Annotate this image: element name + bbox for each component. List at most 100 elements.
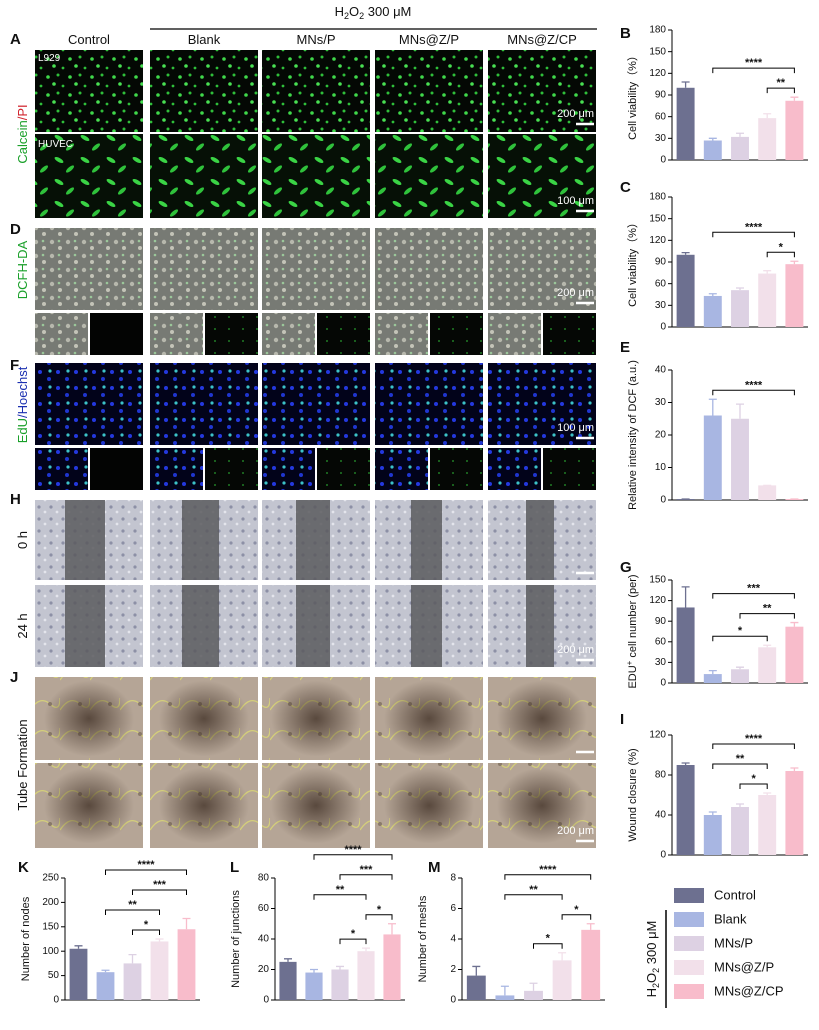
error-bar (362, 947, 370, 952)
bar (177, 929, 196, 1000)
y-tick-label: 2 (450, 964, 456, 975)
image-tile (375, 313, 428, 355)
significance-label: * (351, 928, 356, 940)
label-part: 2 (651, 983, 661, 988)
panel-letter: E (620, 339, 630, 356)
bar (758, 647, 777, 683)
image-tile (430, 448, 483, 490)
error-bar (155, 938, 164, 942)
error-bar (763, 644, 772, 648)
image-tile (150, 363, 258, 445)
image-tile (262, 313, 315, 355)
image-tile (35, 448, 88, 490)
column-header: MNs@Z/P (399, 32, 459, 47)
panel-letter: J (10, 669, 18, 686)
image-tile (317, 313, 370, 355)
significance-label: * (738, 625, 743, 637)
tube-shadow (497, 680, 587, 757)
legend-swatch (674, 984, 704, 999)
panel-letter: L (230, 859, 239, 876)
y-axis-label: Relative intensity of DCF (a.u.) (627, 360, 639, 510)
wound-gap (182, 585, 219, 667)
y-tick-label: 40 (655, 810, 667, 821)
bar (279, 961, 297, 1000)
significance-bracket (712, 389, 795, 396)
significance-label: * (546, 933, 551, 945)
bar-chart: E Relative intensity of DCF (a.u.) 0 10 20 30… (620, 339, 808, 510)
y-tick-label: 90 (655, 90, 667, 101)
wound-gap (411, 585, 442, 667)
image-tile (35, 50, 143, 132)
legend: H2O2 300 μM ControlBlankMNs/PMNs@Z/PMNs@… (644, 887, 784, 1008)
bar (305, 972, 323, 1000)
label-part: H (644, 988, 659, 997)
significance-bracket (339, 874, 393, 880)
tube-shadow (271, 680, 361, 757)
significance-label: **** (745, 57, 763, 69)
header-part: O (349, 4, 359, 19)
error-bar (708, 137, 717, 141)
legend-label: MNs/P (714, 935, 753, 950)
significance-label: ** (763, 603, 772, 615)
significance-label: ** (529, 884, 538, 896)
bar (758, 485, 777, 500)
panel-letter: A (10, 31, 21, 48)
image-tile (205, 448, 258, 490)
error-bar (681, 81, 690, 88)
y-axis-label: Number of junctions (230, 890, 242, 988)
significance-label: **** (745, 221, 763, 233)
bar (758, 118, 777, 160)
bar (676, 87, 695, 160)
error-bar (736, 403, 744, 419)
column-header: MNs@Z/CP (507, 32, 577, 47)
error-bar (558, 952, 567, 961)
significance-bracket (712, 763, 768, 769)
image-tile (262, 50, 370, 132)
y-axis-label: Cell viability（%） (626, 50, 639, 140)
bar (150, 941, 169, 1000)
image-tile (90, 448, 143, 490)
error-bar (736, 803, 744, 807)
bar (731, 669, 749, 683)
header-part: 300 μM (364, 4, 411, 19)
bar (758, 795, 777, 855)
y-tick-label: 100 (42, 946, 59, 957)
y-tick-label: 0 (660, 155, 666, 166)
y-tick-label: 0 (660, 678, 666, 689)
image-tile (317, 448, 370, 490)
bar (123, 963, 142, 1000)
row-label: DCFH-DA (15, 240, 30, 299)
image-tile (205, 313, 258, 355)
bar (96, 972, 115, 1000)
y-tick-label: 120 (649, 595, 666, 606)
header-part: 2 (359, 11, 364, 21)
label-part: Calcein (15, 120, 30, 163)
image-tile (150, 228, 258, 310)
bar (703, 815, 722, 855)
significance-label: **** (539, 864, 557, 876)
image-tile (375, 363, 483, 445)
y-tick-label: 80 (258, 873, 270, 884)
label-part: /Hoechst (15, 366, 30, 418)
label-part: cell number (per) (627, 574, 639, 660)
bar (331, 969, 349, 1000)
error-bar (763, 113, 772, 119)
label-part: O (644, 973, 659, 983)
tube-shadow (159, 767, 249, 844)
significance-label: *** (153, 879, 167, 891)
image-tile (150, 134, 258, 218)
cell-line-label: HUVEC (38, 139, 73, 150)
panel-letter: I (620, 711, 624, 728)
bar (785, 264, 804, 327)
bar (466, 975, 486, 1000)
significance-label: ** (128, 899, 137, 911)
significance-bracket (339, 938, 367, 945)
image-tile (35, 134, 143, 218)
image-tile (488, 134, 596, 218)
y-tick-label: 4 (450, 934, 456, 945)
label-part: 300 μM (644, 921, 659, 968)
